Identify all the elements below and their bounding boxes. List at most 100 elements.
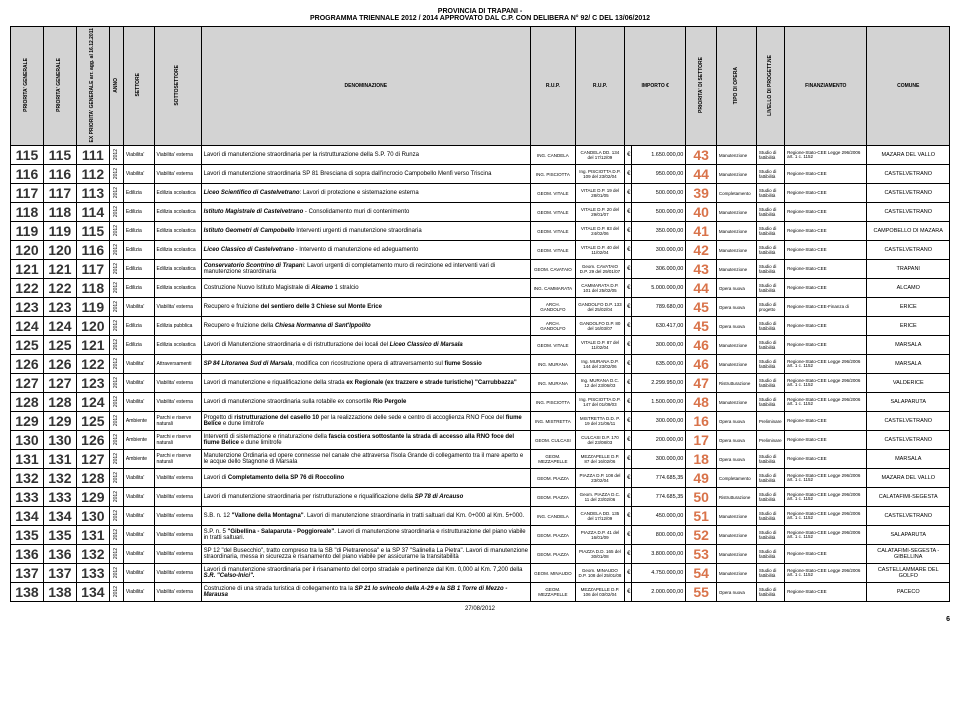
cell-anno: 2012 [109, 222, 123, 241]
table-row: 1261261222012Viabilita'AttraversamentiSP… [11, 355, 950, 374]
cell-euro: € [625, 469, 632, 488]
cell-comune: MAZARA DEL VALLO [867, 146, 950, 165]
cell-rup2: Ing. MURANA D.P. 144 del 23/02/06 [575, 355, 624, 374]
table-row: 1341341302012Viabilita'Viabilita' estern… [11, 507, 950, 526]
cell-sottosettore: Viabilita' esterna [154, 545, 201, 564]
cell-fin: Regione-Stato-CEE Legge 296/2006 art. 1 … [785, 393, 867, 412]
cell-fin: Regione-Stato-CEE [785, 545, 867, 564]
cell-livello: Studio di fattibilità [756, 260, 784, 279]
cell-settore: Viabilita' [123, 488, 154, 507]
cell-denominazione: Progetto di ristrutturazione del casello… [201, 412, 530, 431]
cell-p3: 123 [76, 374, 109, 393]
cell-settore: Edilizia [123, 222, 154, 241]
cell-anno: 2012 [109, 374, 123, 393]
cell-settore: Viabilita' [123, 355, 154, 374]
cell-rup2: Geom. PIAZZA D.C. 11 del 23/02/06 [575, 488, 624, 507]
cell-tipo: Opera nuova [716, 450, 756, 469]
table-row: 1161161122012Viabilita'Viabilita' estern… [11, 165, 950, 184]
cell-livello: Studio di fattibilità [756, 374, 784, 393]
cell-denominazione: Lavori di manutenzione straordinaria per… [201, 146, 530, 165]
cell-p3: 132 [76, 545, 109, 564]
cell-sottosettore: Edilizia scolastica [154, 279, 201, 298]
cell-settore: Edilizia [123, 203, 154, 222]
table-row: 1151151112012Viabilita'Viabilita' estern… [11, 146, 950, 165]
cell-tipo: Manutenzione [716, 564, 756, 583]
cell-tipo: Completamento [716, 469, 756, 488]
cell-rup1: ARCH. GANDOLFO [531, 298, 576, 317]
cell-rup2: GANDOLFO D.P. 133 del 25/02/04 [575, 298, 624, 317]
footer: 27/08/2012 6 [10, 606, 950, 612]
cell-importo: 4.750.000,00 [632, 564, 686, 583]
cell-livello: Studio di fattibilità [756, 165, 784, 184]
cell-p3: 131 [76, 526, 109, 545]
cell-fin: Regione-Stato-CEE [785, 431, 867, 450]
cell-fin: Regione-Stato-CEE [785, 165, 867, 184]
cell-sottosettore: Edilizia scolastica [154, 203, 201, 222]
cell-euro: € [625, 165, 632, 184]
cell-tipo: Opera nuova [716, 412, 756, 431]
cell-sottosettore: Parchi e riserve naturali [154, 431, 201, 450]
cell-comune: MARSALA [867, 450, 950, 469]
table-row: 1171171132012EdiliziaEdilizia scolastica… [11, 184, 950, 203]
cell-priority: 51 [686, 507, 717, 526]
cell-anno: 2012 [109, 469, 123, 488]
cell-sottosettore: Edilizia scolastica [154, 222, 201, 241]
cell-fin: Regione-Stato-CEE [785, 450, 867, 469]
col-priorita-gen-1: PRIORITA' GENERALE [11, 27, 44, 146]
cell-tipo: Opera nuova [716, 431, 756, 450]
table-row: 1211211172012EdiliziaEdilizia scolastica… [11, 260, 950, 279]
cell-importo: 2.299.950,00 [632, 374, 686, 393]
cell-rup1: ING. MURANA [531, 355, 576, 374]
cell-p2: 138 [43, 583, 76, 602]
cell-p3: 129 [76, 488, 109, 507]
cell-tipo: Manutenzione [716, 393, 756, 412]
cell-priority: 17 [686, 431, 717, 450]
cell-sottosettore: Parchi e riserve naturali [154, 412, 201, 431]
cell-importo: 450.000,00 [632, 507, 686, 526]
cell-rup2: VITALE D.P. 87 del 11/02/04 [575, 336, 624, 355]
cell-p3: 119 [76, 298, 109, 317]
col-settore: SETTORE [123, 27, 154, 146]
cell-anno: 2012 [109, 279, 123, 298]
cell-rup1: GEOM. PIAZZA [531, 469, 576, 488]
cell-rup2: PIAZZA D.P. 108 del 23/02/04 [575, 469, 624, 488]
cell-p1: 117 [11, 184, 44, 203]
cell-p2: 130 [43, 431, 76, 450]
table-row: 1301301262012AmbienteParchi e riserve na… [11, 431, 950, 450]
cell-importo: 300.000,00 [632, 241, 686, 260]
cell-p1: 121 [11, 260, 44, 279]
cell-p1: 132 [11, 469, 44, 488]
cell-denominazione: Conservatorio Scontrino di Trapani: Lavo… [201, 260, 530, 279]
cell-priority: 54 [686, 564, 717, 583]
cell-priority: 40 [686, 203, 717, 222]
cell-p1: 133 [11, 488, 44, 507]
cell-rup2: VITALE D.P. 40 del 11/02/04 [575, 241, 624, 260]
cell-livello: Studio di fattibilità [756, 184, 784, 203]
cell-p3: 133 [76, 564, 109, 583]
cell-comune: ALCAMO [867, 279, 950, 298]
cell-priority: 46 [686, 336, 717, 355]
cell-p2: 131 [43, 450, 76, 469]
cell-rup1: ING. MISTRETTA [531, 412, 576, 431]
cell-rup2: Ing. PISCIOTTA D.P. 147 del 01/09/03 [575, 393, 624, 412]
table-row: 1291291252012AmbienteParchi e riserve na… [11, 412, 950, 431]
cell-livello: Studio di fattibilità [756, 469, 784, 488]
table-row: 1231231192012Viabilita'Viabilita' estern… [11, 298, 950, 317]
cell-rup1: GEOM. VITALE [531, 203, 576, 222]
cell-sottosettore: Edilizia scolastica [154, 260, 201, 279]
cell-denominazione: Lavori di Completamento della SP 76 di R… [201, 469, 530, 488]
cell-denominazione: Recupero e fruizione della Chiesa Norman… [201, 317, 530, 336]
cell-euro: € [625, 507, 632, 526]
cell-comune: CASTELVETRANO [867, 203, 950, 222]
cell-p1: 116 [11, 165, 44, 184]
cell-livello: Preliminare [756, 412, 784, 431]
cell-euro: € [625, 279, 632, 298]
cell-anno: 2012 [109, 488, 123, 507]
cell-denominazione: S.P. n. 5 "Gibellina - Salaparuta - Pogg… [201, 526, 530, 545]
cell-p2: 121 [43, 260, 76, 279]
cell-euro: € [625, 545, 632, 564]
cell-importo: 800.000,00 [632, 526, 686, 545]
col-sottosettore: SOTTOSETTORE [154, 27, 201, 146]
cell-p1: 124 [11, 317, 44, 336]
cell-tipo: Manutenzione [716, 526, 756, 545]
